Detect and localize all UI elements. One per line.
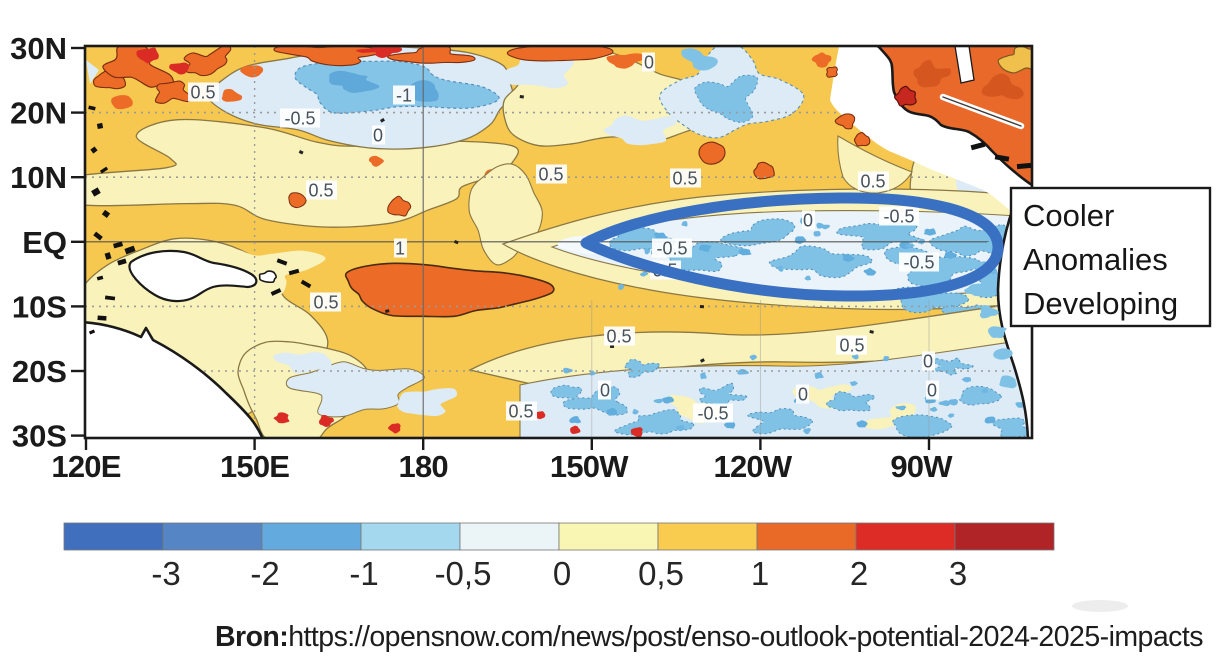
- svg-text:20S: 20S: [12, 354, 67, 389]
- svg-text:-0.5: -0.5: [903, 253, 934, 273]
- svg-text:-1: -1: [349, 555, 378, 592]
- svg-text:20N: 20N: [10, 96, 67, 131]
- svg-text:30S: 30S: [12, 419, 67, 454]
- svg-text:-0.5: -0.5: [883, 207, 914, 227]
- svg-text:150E: 150E: [220, 449, 289, 484]
- svg-text:-0.5: -0.5: [697, 404, 728, 424]
- svg-text:0: 0: [803, 211, 813, 231]
- svg-text:0: 0: [923, 352, 933, 372]
- svg-text:10N: 10N: [10, 160, 67, 195]
- svg-text:2: 2: [850, 555, 868, 592]
- svg-text:0.5: 0.5: [672, 169, 697, 189]
- svg-text:1: 1: [395, 239, 405, 259]
- svg-text:0.5: 0.5: [508, 402, 533, 422]
- svg-text:0.5: 0.5: [308, 181, 333, 201]
- svg-text:0.5: 0.5: [606, 327, 631, 347]
- svg-text:0.5: 0.5: [839, 336, 864, 356]
- svg-text:-0,5: -0,5: [435, 555, 492, 592]
- svg-text:1: 1: [751, 555, 769, 592]
- svg-text:-1: -1: [396, 86, 412, 106]
- svg-text:Bron:https://opensnow.com/news: Bron:https://opensnow.com/news/post/enso…: [215, 621, 1203, 653]
- svg-text:Cooler: Cooler: [1023, 198, 1114, 233]
- svg-text:0,5: 0,5: [638, 555, 684, 592]
- svg-text:150W: 150W: [550, 449, 629, 484]
- svg-text:EQ: EQ: [22, 225, 67, 260]
- svg-text:-2: -2: [250, 555, 279, 592]
- svg-text:180: 180: [399, 449, 448, 484]
- svg-text:10S: 10S: [12, 289, 67, 324]
- svg-text:0: 0: [553, 555, 571, 592]
- svg-text:3: 3: [949, 555, 967, 592]
- svg-text:0: 0: [644, 53, 654, 73]
- svg-text:0: 0: [798, 385, 808, 405]
- svg-text:120W: 120W: [714, 449, 793, 484]
- svg-text:0: 0: [373, 126, 383, 146]
- svg-text:Anomalies: Anomalies: [1023, 242, 1168, 277]
- svg-text:0: 0: [600, 381, 610, 401]
- svg-text:Developing: Developing: [1023, 286, 1178, 321]
- svg-text:-0.5: -0.5: [656, 239, 687, 259]
- svg-text:0.5: 0.5: [190, 83, 215, 103]
- svg-text:0.5: 0.5: [860, 172, 885, 192]
- svg-text:0.5: 0.5: [538, 165, 563, 185]
- svg-text:0.5: 0.5: [313, 293, 338, 313]
- svg-text:-0.5: -0.5: [284, 109, 315, 129]
- svg-text:90W: 90W: [890, 449, 953, 484]
- svg-text:30N: 30N: [10, 31, 67, 66]
- svg-text:120E: 120E: [51, 449, 120, 484]
- svg-text:-3: -3: [151, 555, 180, 592]
- svg-text:0: 0: [927, 381, 937, 401]
